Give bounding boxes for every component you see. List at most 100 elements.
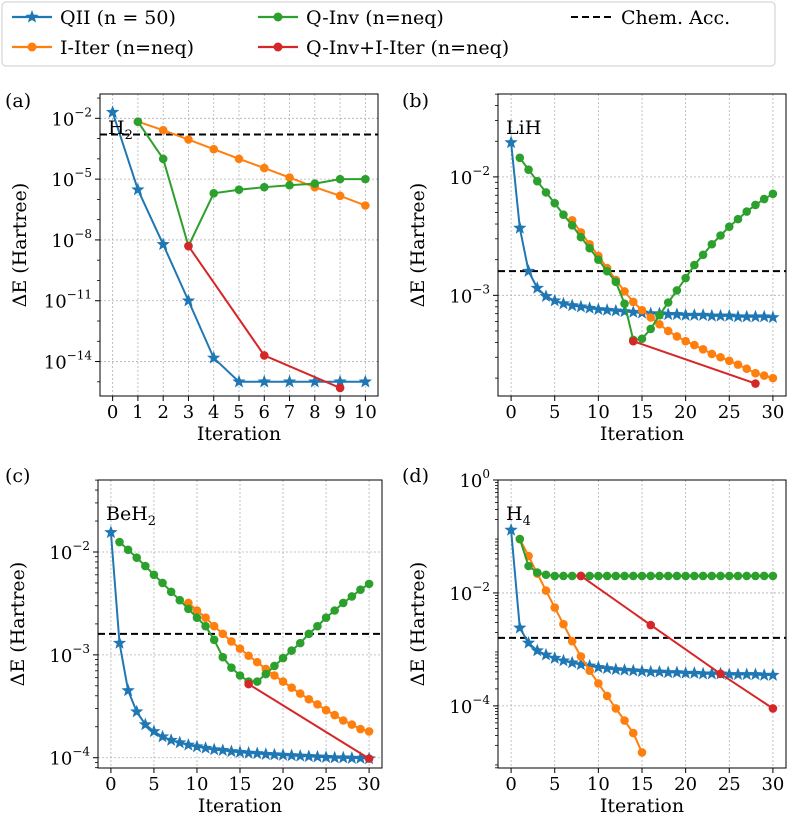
- data-point: [278, 677, 288, 686]
- data-point: [724, 571, 734, 581]
- data-point: [244, 679, 253, 689]
- series-line-qinviter: [580, 575, 774, 710]
- data-point: [600, 303, 614, 316]
- grid: [100, 94, 378, 396]
- data-point: [198, 741, 213, 754]
- x-tick-label: 15: [229, 774, 252, 795]
- legend-frame: [1, 1, 776, 67]
- data-point: [559, 210, 568, 219]
- data-point: [313, 700, 322, 709]
- data-point: [209, 188, 219, 198]
- x-tick-label: 2: [157, 402, 168, 423]
- data-point: [716, 352, 725, 362]
- series-qinviter: [628, 336, 760, 388]
- data-point: [158, 125, 168, 135]
- data-point: [646, 324, 656, 334]
- data-point: [628, 571, 638, 581]
- data-point: [241, 746, 256, 759]
- data-point: [655, 319, 664, 329]
- data-point: [600, 661, 614, 675]
- x-tick-label: 25: [718, 774, 741, 795]
- series-line-qinv: [137, 121, 366, 249]
- panel-label: (b): [402, 90, 429, 112]
- data-point: [335, 383, 345, 393]
- y-tick-label: 100: [459, 467, 490, 492]
- x-tick-label: 1: [132, 402, 143, 423]
- data-point: [138, 717, 152, 731]
- molecule-label: LiH: [506, 117, 541, 139]
- molecule-label: BeH2: [106, 503, 156, 529]
- data-point: [302, 749, 316, 763]
- data-point: [181, 293, 196, 307]
- panel-label: (d): [402, 465, 429, 487]
- plot-area: [105, 105, 373, 393]
- data-point: [687, 666, 702, 679]
- data-point: [192, 613, 202, 622]
- data-point: [270, 671, 279, 680]
- data-point: [361, 174, 370, 184]
- molecule-label: H2: [108, 117, 133, 143]
- data-point: [567, 636, 577, 646]
- data-point: [574, 299, 588, 313]
- data-point: [591, 302, 606, 316]
- data-point: [751, 368, 760, 378]
- data-point: [513, 620, 527, 634]
- series-line-iiter: [187, 602, 370, 733]
- data-point: [141, 561, 150, 571]
- data-point: [184, 135, 193, 144]
- data-point: [637, 571, 647, 581]
- data-point: [620, 716, 629, 725]
- data-point: [521, 635, 536, 649]
- data-point: [158, 578, 167, 588]
- data-point: [611, 277, 621, 287]
- data-point: [173, 735, 187, 749]
- series-iiter: [184, 598, 374, 736]
- data-point: [164, 733, 178, 746]
- data-point: [252, 657, 262, 667]
- x-tick-label: 6: [259, 402, 270, 423]
- data-point: [532, 176, 542, 186]
- y-axis-label: ΔE (Hartree): [9, 183, 31, 308]
- data-point: [541, 586, 551, 595]
- data-point: [687, 308, 702, 321]
- data-point: [609, 662, 623, 676]
- x-tick-label: 0: [107, 402, 118, 423]
- data-point: [347, 720, 357, 729]
- data-point: [652, 664, 667, 678]
- data-point: [278, 653, 288, 663]
- legend-label-qii: QII (n = 50): [60, 7, 176, 29]
- series-qinv: [133, 117, 370, 251]
- legend: QII (n = 50) I-Iter (n=neq) Q-Inv (n=neq…: [1, 1, 776, 67]
- data-point: [681, 571, 690, 581]
- panel-b: 0 5 10 15 20 25 30 10−2 10−3 Iteration ΔE (Hartree…: [402, 90, 787, 445]
- data-point: [285, 173, 294, 182]
- legend-marker-qinv: [273, 12, 283, 22]
- data-point: [234, 154, 244, 164]
- data-point: [713, 308, 728, 322]
- data-point: [602, 266, 612, 276]
- data-point: [356, 585, 365, 595]
- data-point: [123, 545, 133, 555]
- data-point: [768, 571, 778, 581]
- data-point: [261, 669, 271, 679]
- data-point: [224, 744, 239, 758]
- data-point: [358, 374, 373, 388]
- data-point: [628, 336, 638, 346]
- data-point: [515, 153, 525, 163]
- data-point: [287, 683, 296, 692]
- series-qinv: [115, 537, 374, 686]
- data-point: [670, 307, 684, 321]
- data-point: [184, 598, 193, 608]
- x-tick-label: 10: [186, 774, 209, 795]
- x-tick-label: 8: [309, 402, 320, 423]
- data-point: [330, 710, 339, 720]
- data-point: [181, 737, 196, 751]
- series-line-qinv: [518, 538, 773, 577]
- data-point: [559, 571, 568, 581]
- data-point: [585, 666, 594, 675]
- molecule-label: H4: [506, 503, 531, 529]
- legend-entry-chem: Chem. Acc.: [571, 7, 730, 29]
- data-point: [147, 724, 161, 738]
- data-point: [617, 663, 632, 676]
- data-point: [696, 308, 710, 321]
